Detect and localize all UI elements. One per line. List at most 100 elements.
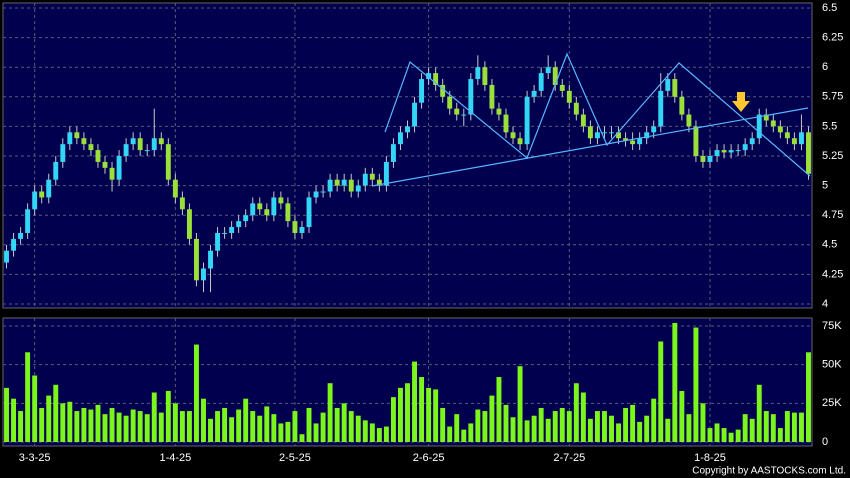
candle-body (165, 144, 171, 180)
volume-bar (433, 389, 439, 442)
volume-bar (538, 407, 544, 442)
candle-body (770, 120, 776, 127)
candle-body (777, 126, 783, 133)
volume-bar (236, 409, 242, 442)
candle-body (461, 114, 467, 116)
x-tick-label: 2-5-25 (279, 452, 311, 464)
candle-body (496, 108, 502, 115)
volume-bar (580, 392, 586, 442)
volume-bar (672, 322, 678, 442)
volume-bar (440, 407, 446, 442)
volume-bar (447, 426, 453, 442)
y-tick-label: 6.25 (822, 32, 843, 44)
candle-body (123, 144, 129, 156)
volume-bar (658, 341, 664, 442)
candle-body (651, 126, 657, 133)
volume-bar (158, 412, 164, 442)
y-tick-label: 5 (822, 180, 828, 192)
volume-bar (806, 352, 811, 442)
volume-bar (735, 429, 741, 442)
volume-bar (587, 418, 593, 442)
volume-bar (334, 407, 340, 442)
candle-body (447, 96, 453, 109)
candle-body (756, 114, 762, 139)
volume-bar (193, 344, 199, 442)
volume-bar (215, 411, 221, 442)
volume-bar (285, 421, 291, 442)
volume-bar (165, 390, 171, 442)
candle-body (482, 67, 488, 85)
x-tick-label: 3-3-25 (19, 452, 51, 464)
arrow (732, 92, 750, 112)
volume-bar (243, 398, 249, 442)
candle-body (412, 102, 417, 127)
y2-tick-label: 75K (822, 320, 842, 332)
y-tick-label: 5.75 (822, 91, 843, 103)
volume-bar (81, 407, 87, 442)
volume-bar (25, 352, 31, 442)
candle-body (630, 140, 636, 145)
candle-body (566, 90, 572, 103)
candle-body (503, 114, 509, 133)
volume-bar (552, 411, 558, 442)
candle-body (524, 96, 530, 145)
candle-body (257, 203, 263, 210)
candle-body (88, 144, 94, 151)
x-tick-label: 2-7-25 (553, 452, 585, 464)
volume-bar (278, 423, 284, 442)
candle-body (137, 138, 143, 151)
candle-body (728, 150, 734, 153)
volume-bar (327, 383, 333, 442)
volume-bar (74, 411, 80, 442)
candle-body (355, 185, 361, 192)
volume-bar (426, 387, 432, 442)
volume-bar (468, 423, 474, 442)
volume-bar (355, 415, 361, 442)
volume-bar (756, 384, 762, 442)
volume-bar (137, 411, 143, 442)
candle-body (559, 84, 565, 91)
volume-bar (32, 375, 38, 442)
x-tick-label: 1-4-25 (159, 452, 191, 464)
candle-body (172, 179, 178, 198)
candle-body (116, 156, 122, 180)
candle-body (179, 197, 185, 210)
candle-body (222, 232, 228, 234)
volume-bar (475, 409, 481, 442)
candle-body (95, 150, 101, 162)
volume-bar (616, 423, 622, 442)
neckline (371, 107, 809, 187)
volume-bar (313, 423, 319, 442)
candle-body (341, 179, 347, 186)
volume-bar (172, 403, 178, 442)
candle-body (623, 138, 629, 141)
volume-bar (341, 403, 347, 442)
candle-body (454, 108, 460, 115)
candle-body (208, 250, 213, 269)
candle-body (742, 144, 748, 151)
candle-body (53, 161, 59, 180)
volume-bar (721, 428, 727, 442)
candle-body (707, 156, 713, 162)
y2-tick-label: 25K (822, 397, 842, 409)
candle-body (644, 132, 650, 139)
candle-body (60, 144, 66, 162)
volume-bar (573, 383, 579, 442)
volume-bar (623, 407, 629, 442)
volume-bar (264, 406, 270, 442)
volume-bar (707, 428, 713, 442)
candle-body (67, 132, 73, 145)
candle-body (609, 132, 614, 134)
volume-bar (602, 411, 607, 442)
volume-bar (88, 409, 94, 442)
volume-bar (777, 428, 783, 442)
candle-body (784, 132, 790, 139)
candle-body (419, 79, 425, 103)
volume-bar (11, 398, 17, 442)
volume-bar (250, 411, 256, 442)
volume-bar (306, 407, 312, 442)
volume-bar (383, 426, 389, 442)
candle-body (721, 150, 727, 153)
candle-body (376, 179, 382, 186)
